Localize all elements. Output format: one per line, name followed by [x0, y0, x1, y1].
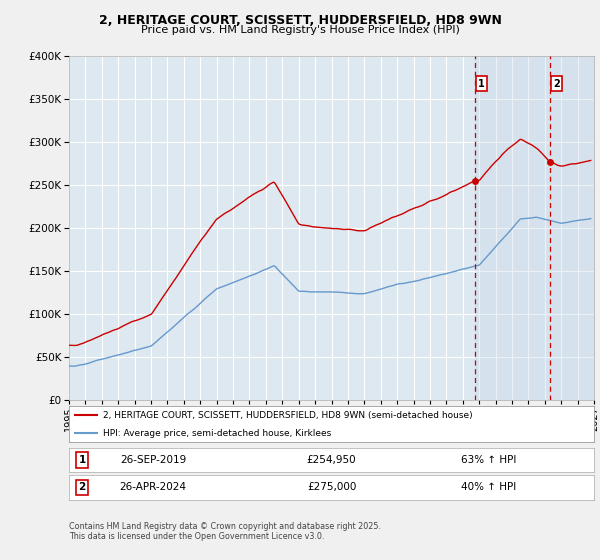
Text: 2: 2: [553, 78, 560, 88]
Text: 63% ↑ HPI: 63% ↑ HPI: [461, 455, 517, 465]
Text: 2, HERITAGE COURT, SCISSETT, HUDDERSFIELD, HD8 9WN: 2, HERITAGE COURT, SCISSETT, HUDDERSFIEL…: [98, 14, 502, 27]
Text: 40% ↑ HPI: 40% ↑ HPI: [461, 483, 517, 492]
Text: £275,000: £275,000: [307, 483, 356, 492]
Text: 26-APR-2024: 26-APR-2024: [119, 483, 187, 492]
Text: 1: 1: [79, 455, 86, 465]
Text: 26-SEP-2019: 26-SEP-2019: [120, 455, 186, 465]
Text: HPI: Average price, semi-detached house, Kirklees: HPI: Average price, semi-detached house,…: [103, 429, 331, 438]
Text: 1: 1: [478, 78, 485, 88]
Text: 2: 2: [79, 483, 86, 492]
Text: Contains HM Land Registry data © Crown copyright and database right 2025.
This d: Contains HM Land Registry data © Crown c…: [69, 522, 381, 542]
Bar: [475, 56, 594, 400]
Text: 2, HERITAGE COURT, SCISSETT, HUDDERSFIELD, HD8 9WN (semi-detached house): 2, HERITAGE COURT, SCISSETT, HUDDERSFIEL…: [103, 410, 473, 419]
Text: £254,950: £254,950: [307, 455, 356, 465]
Text: Price paid vs. HM Land Registry's House Price Index (HPI): Price paid vs. HM Land Registry's House …: [140, 25, 460, 35]
